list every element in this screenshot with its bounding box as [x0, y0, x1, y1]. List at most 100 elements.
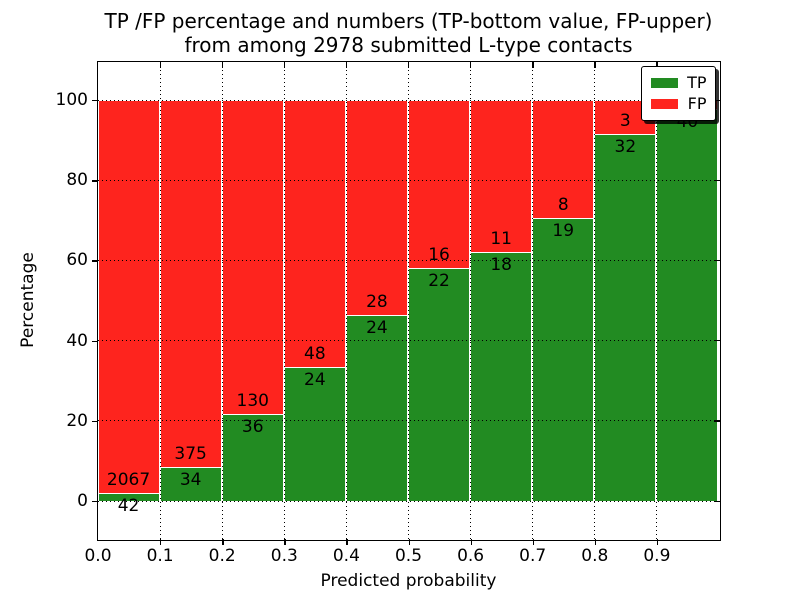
bar-label-fp-0.7-0.8: 8	[557, 195, 569, 216]
bar-0.2-0.3	[221, 99, 284, 501]
x-tick-label-0.0: 0.0	[84, 546, 112, 566]
gridline-x-0.1	[159, 61, 161, 540]
x-tick-top-0.7	[532, 61, 534, 68]
y-tick-left-60	[92, 260, 98, 262]
x-tick-label-0.3: 0.3	[270, 546, 298, 566]
y-tick-label-20: 20	[66, 410, 88, 431]
legend: TP FP	[641, 65, 716, 121]
bar-tp-segment-0.4-0.5	[346, 315, 407, 501]
gridline-x-0.6	[470, 61, 472, 540]
gridline-x-0.9	[656, 61, 658, 540]
x-tick-label-0.6: 0.6	[457, 546, 485, 566]
bar-label-tp-0.2-0.3: 36	[241, 416, 264, 437]
bar-tp-segment-0.0-0.1	[98, 492, 159, 501]
legend-row-FP: FP	[651, 93, 707, 114]
gridline-x-0.8	[594, 61, 596, 540]
bar-0.5-0.6	[408, 99, 471, 501]
gridline-x-0.3	[283, 61, 285, 540]
y-tick-label-100: 100	[55, 90, 88, 110]
title-line-2: from among 2978 submitted L-type contact…	[184, 33, 633, 57]
bar-label-fp-0.8-0.9: 3	[619, 110, 631, 131]
bar-tp-segment-0.9-1.0	[657, 109, 718, 501]
bar-label-tp-0.5-0.6: 22	[428, 271, 450, 292]
bar-tp-segment-0.8-0.9	[595, 133, 656, 501]
x-tick-bottom-0.6	[470, 539, 472, 545]
x-tick-label-0.7: 0.7	[519, 546, 547, 566]
bar-tp-segment-0.1-0.2	[160, 467, 221, 501]
bar-label-fp-0.2-0.3: 130	[236, 390, 269, 411]
y-tick-right-100	[713, 99, 720, 101]
bar-0.0-0.1	[97, 99, 160, 501]
x-tick-top-0.4	[345, 61, 348, 68]
gridline-x-0.2	[221, 61, 223, 540]
x-tick-bottom-0.2	[222, 539, 224, 545]
x-tick-bottom-0.4	[346, 539, 348, 545]
x-tick-label-0.1: 0.1	[146, 546, 174, 566]
bar-label-fp-0.6-0.7: 11	[490, 228, 512, 249]
x-tick-top-0.6	[470, 61, 472, 68]
bar-0.4-0.5	[345, 99, 408, 501]
bar-label-fp-0.1-0.2: 375	[174, 444, 207, 465]
x-tick-label-0.2: 0.2	[208, 546, 236, 566]
bar-label-fp-0.5-0.6: 16	[428, 245, 450, 266]
bar-label-fp-0.4-0.5: 28	[366, 292, 388, 313]
y-tick-right-60	[713, 259, 720, 262]
legend-swatch-fp-icon	[651, 98, 679, 109]
title-line-1: TP /FP percentage and numbers (TP-bottom…	[104, 9, 713, 33]
y-tick-label-60: 60	[66, 250, 88, 271]
legend-swatch-tp-icon	[651, 77, 679, 88]
bar-0.1-0.2	[159, 99, 222, 501]
chart-title: TP /FP percentage and numbers (TP-bottom…	[98, 9, 719, 57]
y-tick-right-0	[713, 500, 720, 502]
x-tick-top-0.9	[656, 61, 658, 68]
bar-tp-segment-0.2-0.3	[222, 413, 283, 501]
gridline-x-0.7	[532, 61, 534, 540]
bar-tp-segment-0.5-0.6	[409, 268, 470, 501]
y-tick-label-40: 40	[66, 330, 88, 351]
y-tick-right-20	[713, 420, 720, 422]
x-tick-top-0.3	[283, 61, 286, 68]
bar-label-tp-0.6-0.7: 18	[490, 254, 512, 275]
x-tick-label-0.8: 0.8	[581, 546, 609, 566]
bar-label-fp-0.0-0.1: 2067	[106, 469, 151, 490]
x-tick-bottom-0.8	[594, 539, 597, 545]
bar-label-tp-0.8-0.9: 32	[614, 136, 637, 157]
bar-tp-segment-0.3-0.4	[284, 366, 345, 501]
bar-label-tp-0.4-0.5: 24	[366, 318, 388, 339]
x-tick-label-0.5: 0.5	[394, 546, 423, 566]
x-tick-label-0.4: 0.4	[332, 546, 360, 566]
x-tick-top-0.2	[221, 61, 224, 68]
legend-row-TP: TP	[651, 72, 707, 93]
bar-label-tp-0.3-0.4: 24	[304, 369, 326, 390]
x-tick-bottom-0.5	[408, 539, 410, 545]
legend-label-TP: TP	[687, 72, 707, 92]
x-axis-label: Predicted probability	[320, 571, 497, 591]
plot-area: TP FP 42 2067 34 375 36 130 24 48 24 28 22 16 18 11 19 8…	[96, 60, 721, 541]
y-tick-left-20	[92, 420, 98, 423]
y-axis-label: Percentage	[18, 252, 38, 348]
bar-label-tp-0.0-0.1: 42	[117, 495, 140, 516]
y-tick-right-80	[713, 179, 720, 182]
gridline-x-0.4	[345, 61, 347, 540]
bar-0.6-0.7	[470, 99, 533, 501]
x-tick-label-0.9: 0.9	[643, 546, 671, 566]
y-tick-right-40	[713, 340, 720, 342]
y-tick-left-0	[92, 501, 98, 503]
bar-tp-segment-0.7-0.8	[533, 218, 594, 501]
bar-label-tp-0.1-0.2: 34	[179, 470, 202, 491]
gridline-x-0.5	[408, 61, 409, 540]
y-tick-left-40	[92, 340, 98, 342]
x-tick-top-0.1	[159, 61, 161, 68]
x-tick-bottom-0.9	[656, 539, 659, 545]
x-tick-bottom-0.1	[160, 539, 162, 545]
bar-label-fp-0.3-0.4: 48	[304, 343, 326, 364]
y-tick-left-100	[92, 100, 98, 102]
bar-0.8-0.9	[594, 99, 657, 501]
bar-0.7-0.8	[532, 99, 595, 501]
legend-label-FP: FP	[687, 93, 707, 113]
x-tick-top-0.8	[594, 61, 596, 68]
bar-0.9-1.0	[656, 99, 719, 501]
x-tick-top-0.5	[408, 61, 410, 68]
y-tick-label-80: 80	[66, 170, 88, 191]
